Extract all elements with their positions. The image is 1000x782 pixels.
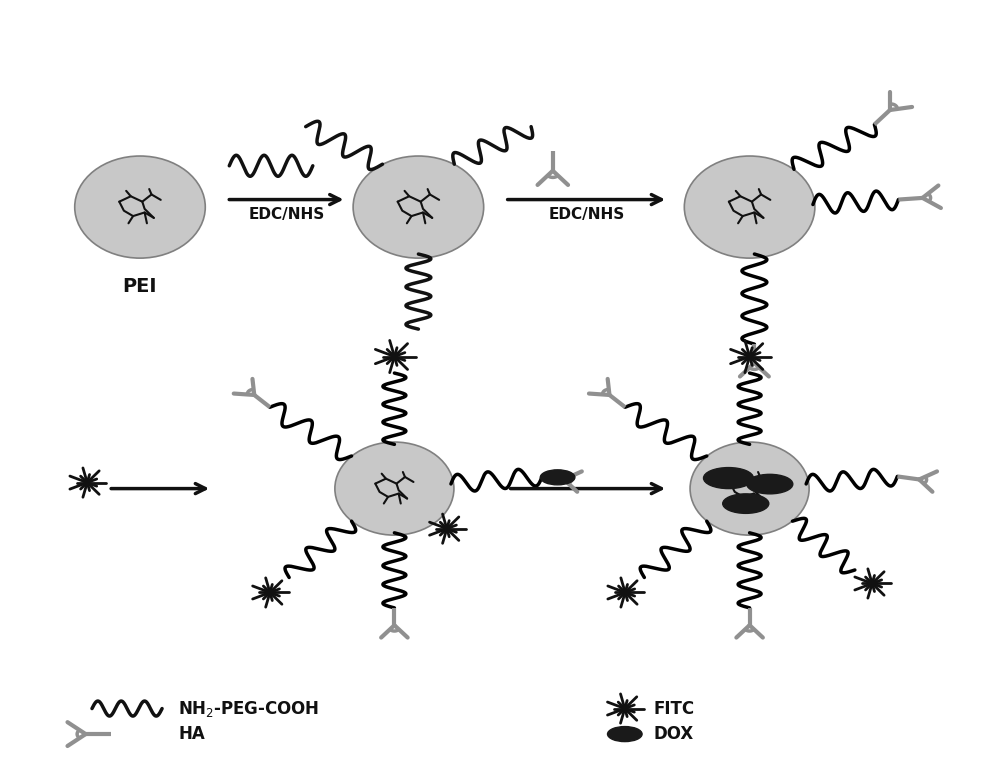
Ellipse shape (704, 468, 753, 489)
Circle shape (353, 156, 484, 258)
Text: PEI: PEI (123, 277, 157, 296)
Text: NH$_2$-PEG-COOH: NH$_2$-PEG-COOH (178, 698, 320, 719)
Circle shape (75, 156, 205, 258)
Circle shape (335, 442, 454, 535)
Text: FITC: FITC (654, 700, 695, 718)
Circle shape (684, 156, 815, 258)
Ellipse shape (608, 726, 642, 741)
Text: DOX: DOX (654, 725, 694, 743)
Ellipse shape (723, 494, 769, 513)
Text: EDC/NHS: EDC/NHS (249, 207, 325, 222)
Text: EDC/NHS: EDC/NHS (548, 207, 625, 222)
Ellipse shape (747, 475, 793, 494)
Ellipse shape (540, 470, 575, 485)
Text: HA: HA (178, 725, 205, 743)
Circle shape (690, 442, 809, 535)
